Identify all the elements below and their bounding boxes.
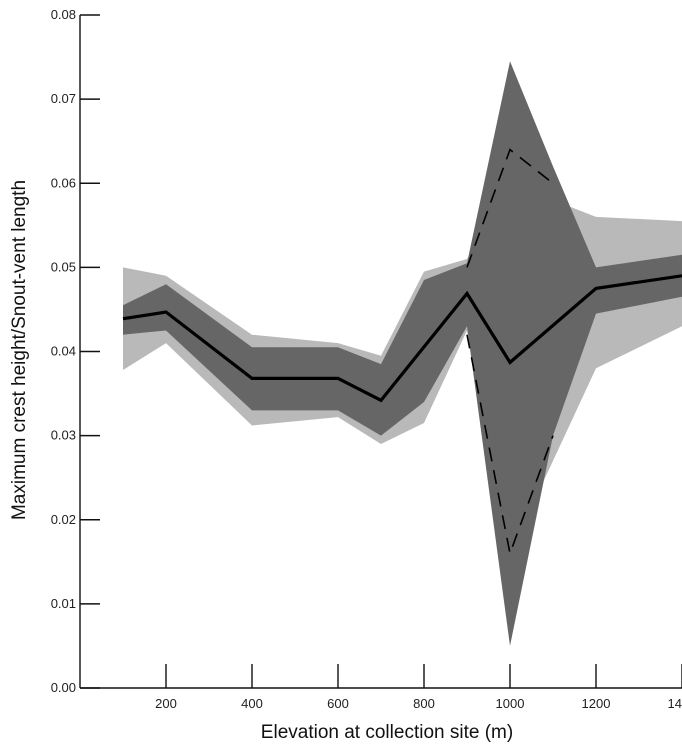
y-tick-label-7: 0.07 [51, 91, 76, 106]
x-tick-label-1400: 1400 [668, 696, 682, 711]
x-tick-label-1000: 1000 [496, 696, 525, 711]
mean-line-0 [122, 274, 682, 403]
y-tick-label-0: 0.00 [51, 680, 76, 695]
x-tick-label-1200: 1200 [582, 696, 611, 711]
dashed-line-1 [466, 148, 554, 268]
inner-band [123, 61, 682, 646]
x-tick-label-200: 200 [155, 696, 177, 711]
y-tick-label-2: 0.02 [51, 512, 76, 527]
x-tick-label-800: 800 [413, 696, 435, 711]
lines-layer [122, 148, 682, 557]
x-tick-label-400: 400 [241, 696, 263, 711]
bands-layer [123, 61, 682, 646]
x-axis-title: Elevation at collection site (m) [261, 722, 513, 743]
y-tick-label-6: 0.06 [51, 175, 76, 190]
x-tick-label-600: 600 [327, 696, 349, 711]
y-tick-label-1: 0.01 [51, 596, 76, 611]
y-tick-label-5: 0.05 [51, 259, 76, 274]
y-tick-label-8: 0.08 [51, 7, 76, 22]
y-axis-title: Maximum crest height/Snout-vent length [9, 180, 30, 520]
ticks-layer: 200 400 600 800 1000 1200 1400 0.00 0.01 0.02 0.03… [51, 7, 682, 711]
y-tick-label-3: 0.03 [51, 428, 76, 443]
y-tick-label-4: 0.04 [51, 344, 76, 359]
dashed-line-2 [466, 334, 554, 557]
